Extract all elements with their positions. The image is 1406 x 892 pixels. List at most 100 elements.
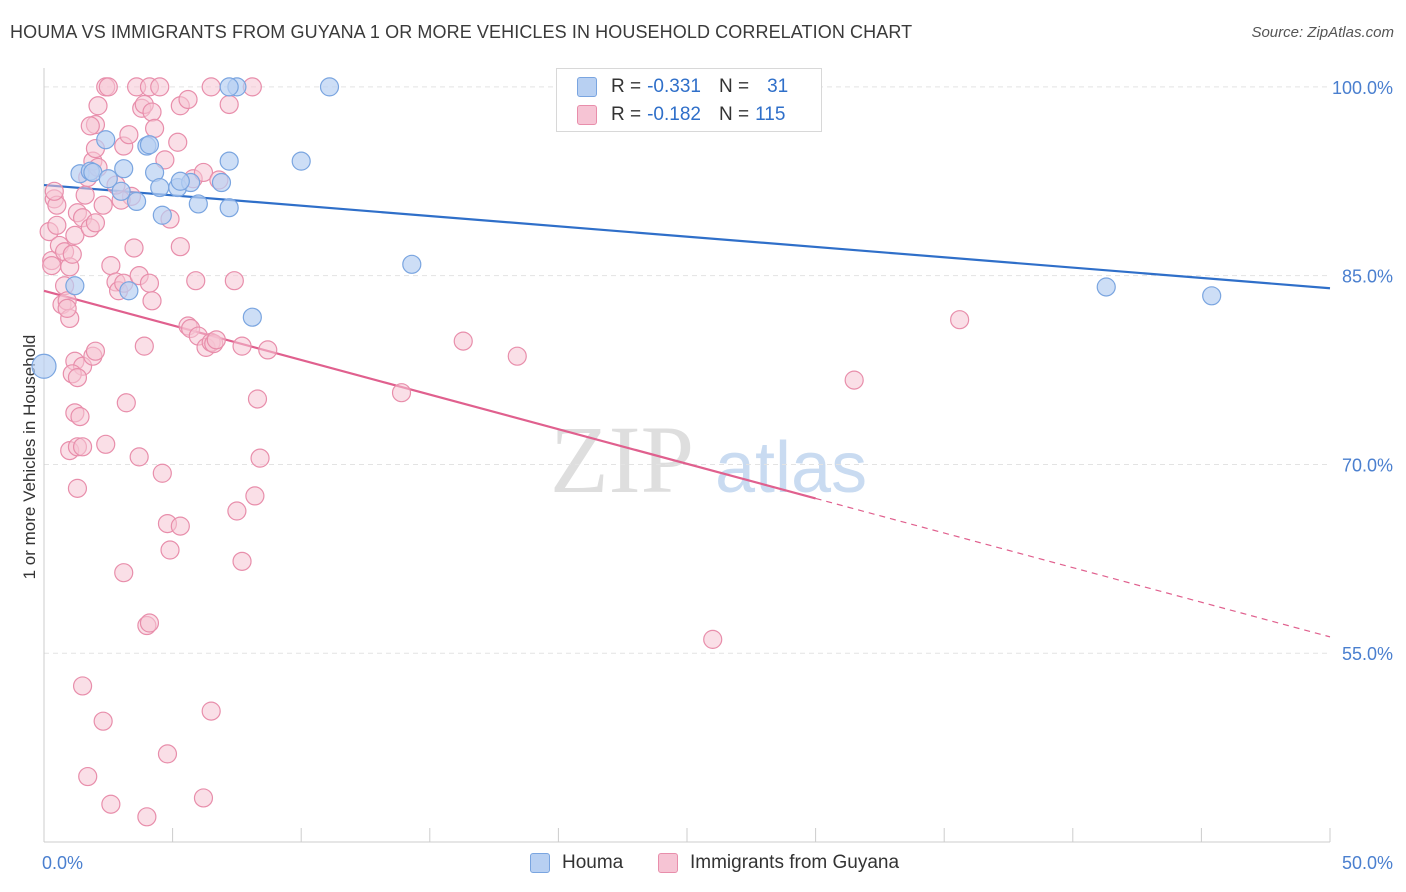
- houma-point: [31, 353, 57, 379]
- legend-item-houma[interactable]: Houma: [530, 852, 623, 874]
- houma-point: [1096, 277, 1116, 297]
- watermark: ZIP atlas: [550, 406, 867, 513]
- guyana-point: [85, 213, 106, 233]
- guyana-point: [178, 89, 198, 110]
- guyana-point: [144, 118, 165, 139]
- houma-point: [219, 151, 239, 171]
- houma-point: [402, 254, 422, 274]
- guyana-point: [75, 185, 95, 205]
- axes: [43, 68, 1331, 843]
- guyana-point: [93, 195, 113, 215]
- n-value: 31: [767, 76, 789, 97]
- guyana-point: [93, 711, 113, 731]
- houma-point: [139, 135, 160, 155]
- legend-item-guyana[interactable]: Immigrants from Guyana: [658, 852, 899, 874]
- guyana-point: [170, 516, 190, 536]
- n-label: N =: [718, 104, 750, 125]
- guyana-point: [507, 346, 527, 366]
- trend-lines: [43, 183, 1331, 638]
- guyana-point: [88, 96, 108, 116]
- houma-trend-line: [43, 183, 1331, 290]
- guyana-point: [98, 77, 118, 97]
- guyana-point: [57, 298, 77, 318]
- guyana-point: [85, 341, 106, 361]
- guyana-point: [152, 463, 172, 483]
- tick-labels: 0.0% 50.0% 100.0% 85.0% 70.0% 55.0%: [42, 78, 1393, 873]
- guyana-point: [137, 807, 157, 827]
- chart-title: HOUMA VS IMMIGRANTS FROM GUYANA 1 OR MOR…: [10, 22, 913, 42]
- houma-point: [96, 130, 116, 150]
- guyana-point: [391, 383, 412, 403]
- guyana-point: [101, 794, 121, 814]
- guyana-trend-extension: [815, 497, 1331, 638]
- guyana-point: [193, 162, 214, 183]
- guyana-point: [72, 676, 93, 696]
- guyana-point: [193, 788, 214, 808]
- houma-legend-swatch: [530, 853, 550, 873]
- guyana-legend-swatch: [658, 853, 678, 873]
- r-label: R =: [611, 76, 642, 97]
- r-value: -0.331: [647, 76, 701, 97]
- guyana-point: [78, 766, 98, 787]
- watermark-atlas: atlas: [715, 428, 867, 508]
- guyana-point: [65, 225, 85, 245]
- guyana-point: [247, 389, 268, 409]
- guyana-point: [150, 77, 170, 97]
- y-tick-label: 55.0%: [1342, 644, 1393, 664]
- houma-point: [170, 171, 190, 191]
- x-tick-label-max: 50.0%: [1342, 853, 1393, 873]
- y-tick-label: 70.0%: [1342, 455, 1393, 475]
- n-label: N =: [718, 76, 750, 97]
- guyana-point: [142, 291, 162, 311]
- houma-point: [65, 276, 85, 296]
- houma-swatch: [577, 77, 597, 97]
- guyana-point: [232, 336, 252, 356]
- guyana-point: [124, 238, 144, 258]
- source-label: Source: ZipAtlas.com: [1251, 24, 1394, 41]
- guyana-point: [160, 540, 180, 560]
- houma-point: [291, 151, 311, 171]
- series-legend: Houma Immigrants from Guyana: [0, 852, 1406, 876]
- guyana-point: [139, 273, 160, 293]
- guyana-trend-line: [43, 289, 816, 500]
- guyana-point: [157, 744, 178, 764]
- legend-row-houma: R = -0.331 N = 31: [577, 75, 788, 99]
- guyana-point: [119, 125, 139, 145]
- guyana-point: [170, 237, 190, 257]
- y-tick-label: 100.0%: [1332, 78, 1393, 98]
- guyana-point: [245, 486, 265, 506]
- houma-point: [126, 191, 147, 212]
- r-label: R =: [611, 104, 642, 125]
- guyana-point: [67, 478, 88, 498]
- x-tick-label-min: 0.0%: [42, 853, 83, 873]
- houma-point: [1202, 286, 1222, 306]
- houma-point: [219, 198, 239, 218]
- guyana-point: [134, 336, 154, 356]
- guyana-point: [155, 150, 175, 170]
- legend-row-guyana: R = -0.182 N = 115: [577, 103, 785, 127]
- data-points: [31, 77, 1222, 827]
- guyana-point: [227, 501, 247, 521]
- houma-point: [98, 169, 118, 189]
- guyana-point: [47, 215, 67, 235]
- guyana-point: [114, 563, 134, 583]
- guyana-point: [844, 370, 864, 390]
- guyana-point: [42, 255, 62, 276]
- houma-point: [219, 77, 239, 97]
- guyana-point: [96, 434, 116, 454]
- n-value: 115: [755, 104, 786, 125]
- houma-point: [211, 172, 232, 193]
- guyana-point: [62, 244, 82, 264]
- y-tick-label: 85.0%: [1342, 267, 1393, 287]
- guyana-point: [101, 255, 121, 276]
- guyana-point: [258, 340, 278, 360]
- guyana-swatch: [577, 105, 597, 125]
- guyana-point: [72, 437, 93, 457]
- houma-legend-label: Houma: [562, 852, 624, 873]
- guyana-point: [453, 331, 473, 351]
- guyana-point: [168, 132, 188, 152]
- guyana-point: [186, 271, 206, 291]
- houma-point: [152, 205, 172, 225]
- guyana-point: [201, 77, 221, 97]
- guyana-point: [250, 448, 270, 468]
